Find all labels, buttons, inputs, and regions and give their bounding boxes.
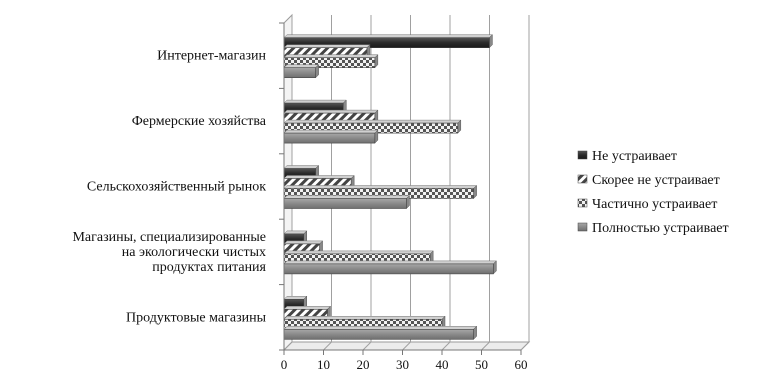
legend-label: Не устраивает [592,149,677,164]
category-label-line: Сельскохозяйственный рынок [87,180,266,195]
category-label-line: Магазины, специализированные [72,230,266,245]
tick-label: 10 [317,357,330,372]
gridline-floor [441,341,451,351]
category-label-line: Интернет-магазин [157,49,266,64]
tick-label: 30 [396,357,409,372]
category-label: Фермерские хозяйства [132,114,267,129]
bar-top [283,119,462,124]
category-label-line: Фермерские хозяйства [132,114,267,129]
bar-top [283,109,379,114]
bar-4 [283,132,376,144]
gridline-floor [323,341,332,351]
tick-label: 40 [436,357,449,372]
gridline-floor [481,341,490,351]
bar-top [283,240,324,245]
tick-label: 20 [357,357,370,372]
bar-top [283,260,497,265]
gridline-floor [402,341,411,351]
legend-swatch [577,174,588,184]
legend-label: Скорее не устраивает [592,173,720,188]
category-label: Магазины, специализированные на экологиче… [72,230,266,275]
bar-top [283,64,320,68]
bar-4 [283,198,407,209]
bar-top [283,316,446,320]
bar-top [283,326,478,330]
bar-top [283,34,494,38]
bar-top [283,129,379,134]
bar-top [283,230,308,235]
bar-top [283,99,347,104]
legend-label: Полностью устраивает [592,221,729,236]
category-label-line: продуктах питания [152,260,266,275]
legend-swatch [577,222,588,232]
bar-4 [283,263,494,275]
bar-top [283,195,411,199]
legend-label: Частично устраивает [592,197,717,212]
bar-top [283,44,371,48]
bar-top [283,165,320,169]
bar-top [283,175,355,179]
bar-top [283,296,308,300]
category-label: Сельскохозяйственный рынок [87,180,266,195]
tick-label: 0 [281,357,288,372]
category-label: Интернет-магазин [157,49,266,64]
category-label-line: на экологически чистых [122,245,266,260]
legend-swatch [577,150,588,160]
category-labels: Интернет-магазин Фермерские хозяйства Сель… [72,49,266,326]
bars [283,34,497,340]
legend-swatch [577,198,588,208]
category-label: Продуктовые магазины [126,310,267,325]
tick-labels: 0 10 20 30 40 50 60 [281,357,528,372]
category-label-line: Продуктовые магазины [126,310,267,325]
tick-label: 50 [475,357,488,372]
gridline-floor [520,341,530,351]
bar-top [283,185,478,189]
bar-top [283,250,434,255]
bar-top [283,306,332,310]
bar-4 [283,67,316,78]
gridline-floor [362,341,372,351]
gridline-floor [283,341,293,351]
axes [279,22,522,355]
legend: Не устраивает Скорее не устраивает Частичн… [577,149,729,236]
tick-label: 60 [515,357,528,372]
bar-4 [283,328,474,340]
bar-top [283,54,379,58]
